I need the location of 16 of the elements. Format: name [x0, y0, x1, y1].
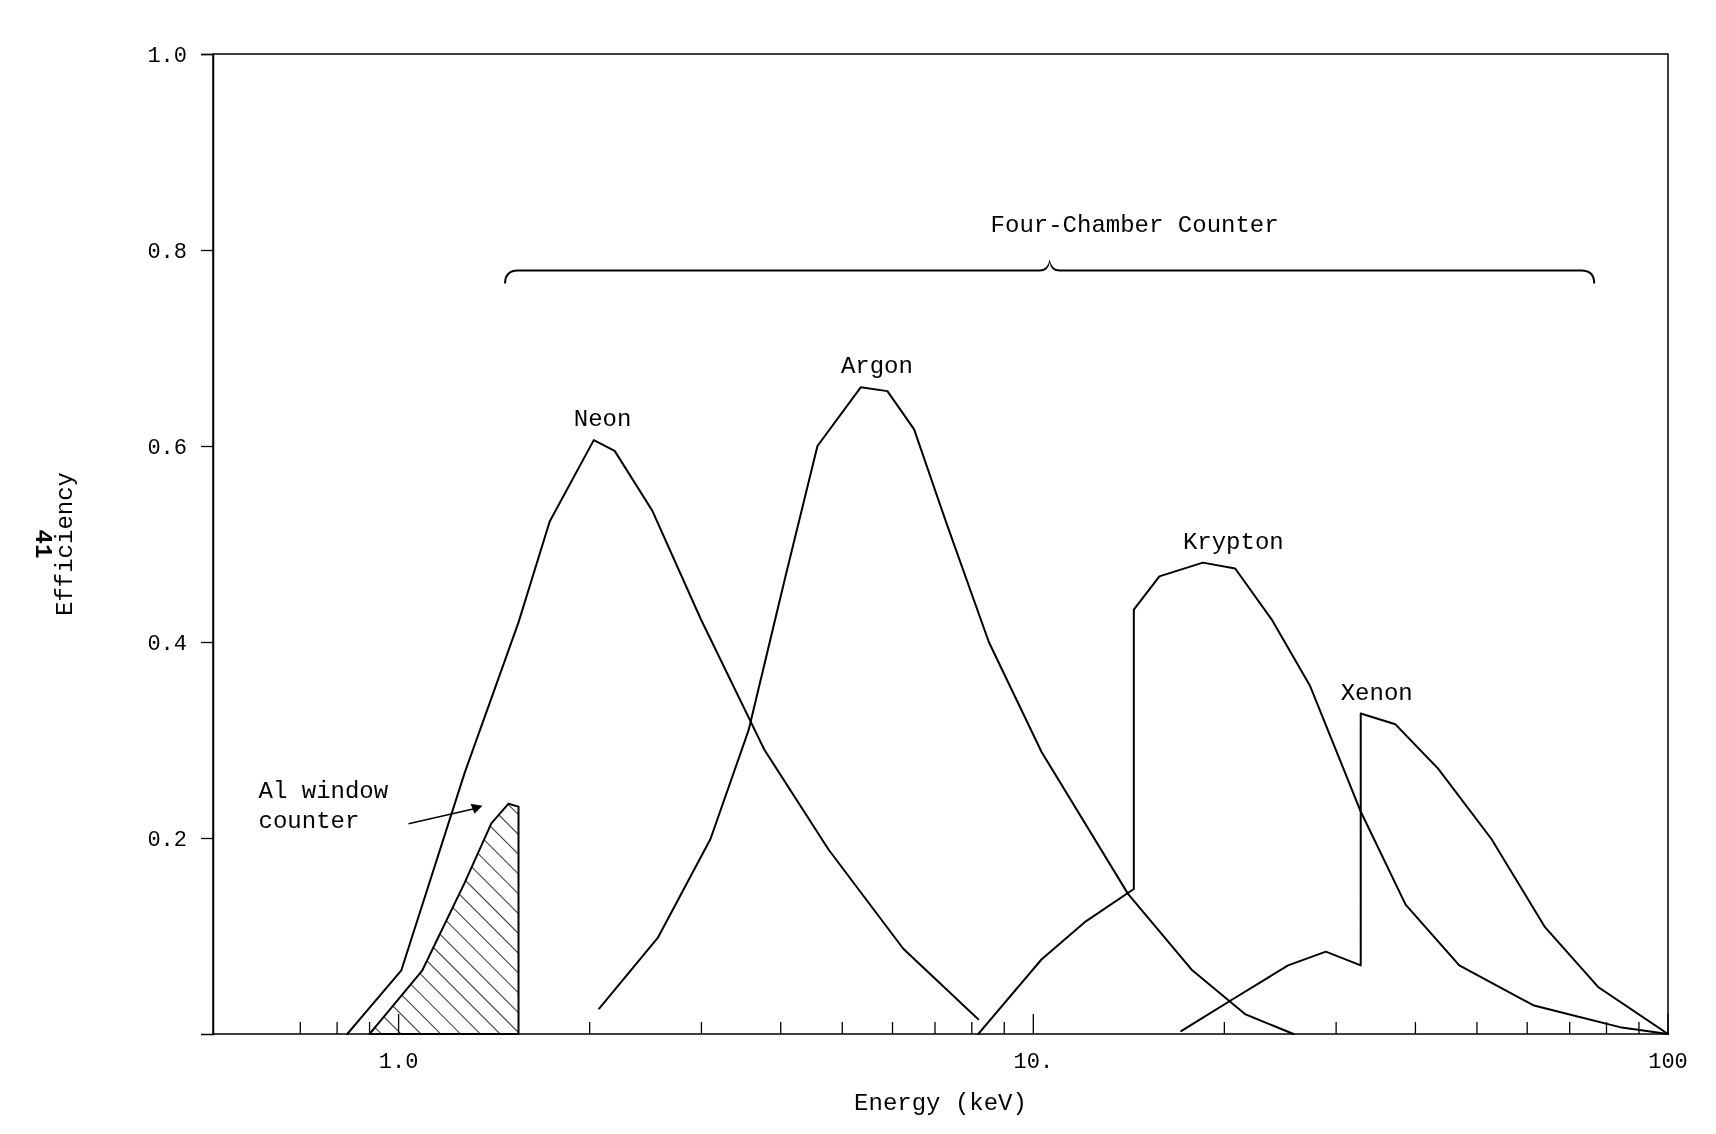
- x-tick-label: 1.0: [378, 1050, 419, 1075]
- x-axis-title: Energy (keV): [854, 1090, 1027, 1117]
- y-tick-label: 0.2: [147, 827, 187, 853]
- series-label: Krypton: [1182, 528, 1284, 556]
- y-tick-label: 0.4: [147, 631, 187, 657]
- x-tick-label: 100: [1648, 1050, 1688, 1075]
- x-tick-label: 10.: [1013, 1050, 1054, 1075]
- y-axis-title: Efficiency: [52, 471, 79, 617]
- series-label: Neon: [573, 406, 632, 434]
- series-label: Xenon: [1340, 679, 1413, 707]
- y-tick-label: 0.6: [147, 435, 187, 461]
- y-tick-label: 1.0: [147, 43, 187, 69]
- series-label: Argon: [840, 353, 913, 381]
- legend-label: Al window counter: [258, 777, 389, 835]
- annotation: Four-Chamber Counter: [990, 211, 1279, 239]
- y-tick-label: 0.8: [147, 239, 187, 265]
